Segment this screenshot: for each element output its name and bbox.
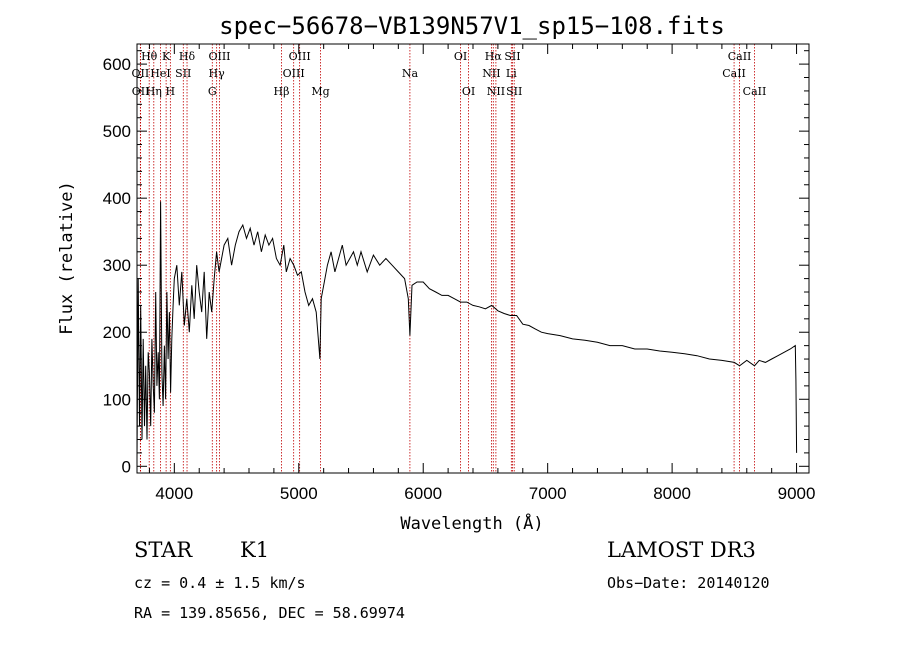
spectral-line-label: Li: [506, 67, 517, 80]
spectral-line-label: CaII: [722, 67, 746, 80]
y-tick-label: 200: [103, 323, 131, 342]
x-tick-label: 7000: [529, 484, 567, 503]
x-tick-label: 6000: [404, 484, 442, 503]
x-tick-label: 8000: [653, 484, 691, 503]
y-axis-label: Flux (relative): [57, 181, 77, 335]
spectral-line-label: OIII: [289, 50, 311, 63]
object-class: STAR: [134, 538, 193, 562]
spectral-line-label: CaII: [728, 50, 752, 63]
plot-frame: [136, 43, 810, 474]
spectral-line-label: OIII: [283, 67, 305, 80]
spectral-line-label: OI: [462, 85, 475, 98]
spectral-line-label: Hθ: [141, 50, 158, 63]
spectral-line-label: H: [166, 85, 176, 98]
y-tick-label: 0: [122, 457, 131, 476]
x-tick-label: 4000: [155, 484, 193, 503]
survey-name: LAMOST DR3: [607, 538, 756, 562]
spectral-line-label: HeI: [150, 67, 170, 80]
redshift-cz: cz = 0.4 ± 1.5 km/s: [134, 574, 306, 592]
spectral-line-label: Mg: [311, 85, 329, 98]
spectral-line-label: NII: [487, 85, 505, 98]
spectral-line-label: Hδ: [179, 50, 196, 63]
spectral-line-label: Na: [402, 67, 419, 80]
spectral-line-label: Hη: [146, 85, 162, 98]
x-tick-label: 5000: [280, 484, 318, 503]
y-tick-label: 300: [103, 256, 131, 275]
chart-title: spec−56678−VB139N57V1_sp15−108.fits: [219, 12, 725, 40]
spectral-line-label: Hα: [485, 50, 503, 63]
spectral-line-label: CaII: [743, 85, 767, 98]
spectral-line-label: SII: [175, 67, 191, 80]
spectral-line-label: Hβ: [274, 85, 290, 98]
spectral-line-label: K: [162, 50, 171, 63]
spectral-line-label: NII: [482, 67, 500, 80]
x-axis-label: Wavelength (Å): [400, 512, 543, 534]
object-subclass: K1: [240, 538, 270, 562]
spectral-line-label: G: [208, 85, 217, 98]
y-tick-label: 400: [103, 189, 131, 208]
spectral-line-label: SII: [506, 85, 522, 98]
y-tick-label: 500: [103, 122, 131, 141]
y-tick-label: 100: [103, 390, 131, 409]
x-axis-ticks: 4000 5000 6000 7000 8000 9000: [148, 44, 816, 503]
spectral-line-label: SII: [504, 50, 520, 63]
sky-coordinates: RA = 139.85656, DEC = 58.69974: [134, 604, 405, 622]
observation-date: Obs−Date: 20140120: [607, 574, 770, 592]
spectral-line-label: OII: [132, 67, 150, 80]
spectral-line-label: Hγ: [209, 67, 226, 80]
spectral-line-label: OIII: [208, 50, 230, 63]
y-axis-ticks: 0 100 200 300 400 500 600: [103, 50, 809, 476]
x-tick-label: 9000: [778, 484, 816, 503]
y-tick-label: 600: [103, 55, 131, 74]
spectral-line-label: OII: [132, 85, 150, 98]
spectral-line-label: OI: [454, 50, 467, 63]
spectrum-line: [136, 201, 798, 460]
